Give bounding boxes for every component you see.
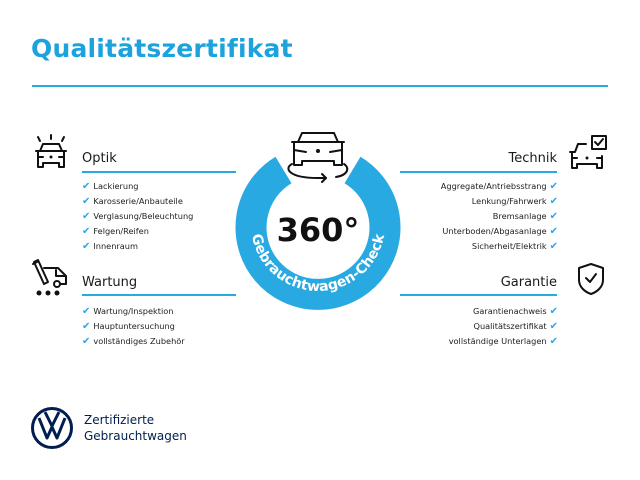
optik-divider	[82, 171, 236, 173]
item-label: Hauptuntersuchung	[93, 321, 175, 331]
service-van-icon	[32, 259, 67, 296]
check-icon: ✔	[82, 321, 91, 332]
garantie-list: Garantienachweis ✔ Qualitätszertifikat ✔ v…	[449, 304, 558, 349]
wartung-heading: Wartung	[82, 275, 138, 290]
garantie-heading: Garantie	[500, 275, 557, 290]
check-icon: ✔	[549, 181, 558, 192]
optik-list: ✔ Lackierung ✔ Karosserie/Anbauteile ✔ Verg…	[82, 179, 193, 254]
wartung-list: ✔ Wartung/Inspektion ✔ Hauptuntersuchung ✔…	[82, 304, 185, 349]
item-label: Felgen/Reifen	[93, 226, 149, 236]
car-checkbox-icon	[569, 135, 607, 169]
technik-list: Aggregate/Antriebsstrang ✔ Lenkung/Fahrwe…	[441, 179, 558, 254]
item-label: Garantienachweis	[472, 306, 547, 316]
item-label: Aggregate/Antriebsstrang	[440, 181, 547, 191]
list-item: ✔ vollständiges Zubehör	[82, 334, 185, 349]
optik-heading: Optik	[82, 151, 117, 166]
technik-divider	[400, 171, 557, 173]
list-item: ✔ Wartung/Inspektion	[82, 304, 185, 319]
list-item: ✔ Lackierung	[82, 179, 193, 194]
list-item: ✔ Innenraum	[82, 239, 193, 254]
list-item: vollständige Unterlagen ✔	[449, 334, 558, 349]
check-icon: ✔	[82, 226, 91, 237]
footer-line1: Zertifizierte	[84, 413, 155, 427]
item-label: Innenraum	[93, 241, 138, 251]
check-icon: ✔	[82, 336, 91, 347]
check-icon: ✔	[82, 181, 91, 192]
item-label: Sicherheit/Elektrik	[471, 241, 547, 251]
check-icon: ✔	[549, 196, 558, 207]
list-item: ✔ Karosserie/Anbauteile	[82, 194, 193, 209]
garantie-divider	[400, 294, 557, 296]
list-item: Bremsanlage ✔	[441, 209, 558, 224]
item-label: Verglasung/Beleuchtung	[93, 211, 194, 221]
check-icon: ✔	[82, 241, 91, 252]
list-item: Garantienachweis ✔	[449, 304, 558, 319]
item-label: Wartung/Inspektion	[93, 306, 174, 316]
item-label: Lackierung	[93, 181, 139, 191]
item-label: vollständiges Zubehör	[93, 336, 185, 346]
list-item: Unterboden/Abgasanlage ✔	[441, 224, 558, 239]
technik-heading: Technik	[508, 151, 558, 166]
vw-logo	[31, 407, 73, 449]
check-icon: ✔	[82, 196, 91, 207]
footer-brand-text: Zertifizierte Gebrauchtwagen	[84, 412, 187, 444]
car-rotate-icon	[287, 132, 349, 183]
check-icon: ✔	[82, 306, 91, 317]
item-label: vollständige Unterlagen	[448, 336, 547, 346]
check-360-badge: 360° Gebrauchtwagen-Check	[235, 132, 401, 310]
item-label: Unterboden/Abgasanlage	[442, 226, 547, 236]
360-label: 360°	[277, 211, 360, 249]
footer-line2: Gebrauchtwagen	[84, 429, 187, 443]
check-icon: ✔	[549, 211, 558, 222]
check-icon: ✔	[549, 241, 558, 252]
item-label: Karosserie/Anbauteile	[93, 196, 183, 206]
item-label: Lenkung/Fahrwerk	[471, 196, 547, 206]
item-label: Qualitätszertifikat	[473, 321, 547, 331]
car-lights-icon	[35, 134, 67, 168]
title-divider	[32, 85, 608, 87]
check-icon: ✔	[549, 321, 558, 332]
list-item: Sicherheit/Elektrik ✔	[441, 239, 558, 254]
list-item: Aggregate/Antriebsstrang ✔	[441, 179, 558, 194]
list-item: ✔ Hauptuntersuchung	[82, 319, 185, 334]
shield-check-icon	[578, 263, 604, 295]
check-icon: ✔	[549, 226, 558, 237]
item-label: Bremsanlage	[492, 211, 547, 221]
page-title: Qualitätszertifikat	[31, 34, 293, 63]
list-item: Lenkung/Fahrwerk ✔	[441, 194, 558, 209]
check-icon: ✔	[549, 336, 558, 347]
list-item: Qualitätszertifikat ✔	[449, 319, 558, 334]
ring	[235, 156, 401, 310]
list-item: ✔ Felgen/Reifen	[82, 224, 193, 239]
check-icon: ✔	[82, 211, 91, 222]
check-icon: ✔	[549, 306, 558, 317]
list-item: ✔ Verglasung/Beleuchtung	[82, 209, 193, 224]
wartung-divider	[82, 294, 236, 296]
